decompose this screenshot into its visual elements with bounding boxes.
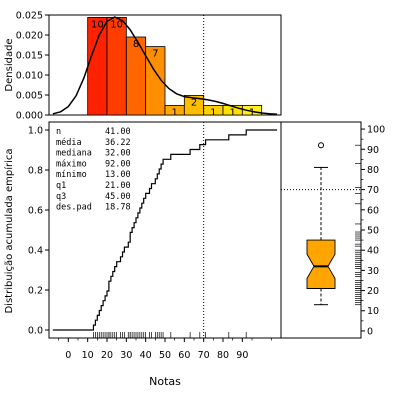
boxplot-y-tick-label: 50: [367, 226, 379, 237]
summary-value: 13.00: [105, 170, 131, 180]
boxplot-box: [306, 239, 336, 289]
histogram-bars: [87, 16, 263, 116]
summary-label: mínimo: [56, 170, 87, 180]
ecdf-x-tick-label: 20: [101, 350, 113, 361]
summary-label: q3: [56, 192, 66, 202]
histogram-count-label: 10: [91, 19, 104, 30]
histogram-y-tick-label: 0.025: [16, 11, 43, 22]
ecdf-x-tick-label: 70: [198, 350, 210, 361]
boxplot-y-tick-label: 20: [367, 286, 379, 297]
summary-label: q1: [56, 181, 66, 191]
histogram-y-tick-label: 0.005: [16, 91, 43, 102]
histogram-bar: [241, 105, 263, 116]
histogram-count-label: 10: [110, 19, 123, 30]
boxplot-y-tick-label: 40: [367, 246, 379, 257]
ecdf-y-tick-label: 0.4: [28, 246, 43, 257]
summary-value: 32.00: [105, 149, 131, 159]
boxplot-y-tick-label: 10: [367, 306, 379, 317]
ecdf-y-tick-label: 0.2: [28, 286, 43, 297]
ecdf-y-tick-label: 1.0: [28, 126, 43, 137]
ecdf-x-tick-label: 30: [120, 350, 132, 361]
ecdf-x-tick-label: 0: [65, 350, 71, 361]
ecdf-rug: [93, 332, 247, 338]
histogram-count-label: 1: [210, 107, 216, 118]
histogram-y-tick-label: 0.020: [16, 31, 43, 42]
density-curve: [52, 16, 278, 115]
boxplot-y-tick-label: 30: [367, 266, 379, 277]
boxplot-y-axis: 0 10 20 30 40 50 60 70 80 90 100: [361, 125, 385, 337]
boxplot-y-tick-label: 90: [367, 145, 379, 156]
summary-table: n 41.00 média 36.22 mediana 32.00 máximo 92.00 m…: [56, 127, 131, 213]
boxplot-outlier: [318, 142, 324, 149]
histogram-bar: [87, 16, 108, 116]
ecdf-step-line: [52, 129, 278, 331]
summary-label: n: [56, 127, 61, 137]
ecdf-y-tick-label: 0.6: [28, 206, 43, 217]
ecdf-x-tick-label: 10: [82, 350, 94, 361]
histogram-y-tick-label: 0.015: [16, 51, 43, 62]
ecdf-y-axis: 0.0 0.2 0.4 0.6 0.8 1.0: [28, 126, 49, 337]
histogram-y-tick-label: 0.000: [16, 111, 43, 122]
boxplot-y-tick-label: 70: [367, 185, 379, 196]
ecdf-x-tick-label: 90: [236, 350, 248, 361]
histogram-y-label: Densidade: [4, 38, 15, 91]
histogram-bar: [106, 16, 127, 116]
ecdf-y-label: Distribuição acumulada empírica: [3, 148, 15, 313]
ecdf-x-axis: 0 10 20 30 40 50 60 70 80 90: [58, 338, 272, 361]
summary-value: 45.00: [105, 192, 131, 202]
boxplot-shape: [306, 142, 336, 306]
ecdf-y-tick-label: 0.8: [28, 166, 43, 177]
ecdf-x-tick-label: 60: [178, 350, 190, 361]
ecdf-panel: 0.0 0.2 0.4 0.6 0.8 1.0 0 10 20 30 40 50 60 70 80 90 n…: [3, 121, 282, 388]
boxplot-panel: 0 10 20 30 40 50 60 70 80 90 100: [280, 121, 385, 339]
summary-value: 21.00: [105, 181, 131, 191]
boxplot-rug: [355, 144, 361, 306]
ecdf-x-tick-label: 80: [217, 350, 229, 361]
boxplot-y-tick-label: 80: [367, 165, 379, 176]
summary-value: 92.00: [105, 159, 131, 169]
ecdf-x-tick-label: 50: [159, 350, 171, 361]
summary-label: mediana: [56, 149, 92, 159]
histogram-count-label: 8: [133, 39, 139, 50]
ecdf-x-tick-label: 40: [140, 350, 152, 361]
ecdf-y-tick-label: 0.0: [28, 326, 43, 337]
histogram-y-tick-label: 0.010: [16, 71, 43, 82]
histogram-count-label: 1: [229, 107, 235, 118]
summary-value: 36.22: [105, 138, 131, 148]
histogram-y-axis: 0.000 0.005 0.010 0.015 0.020 0.025: [16, 11, 49, 122]
ecdf-x-label: Notas: [149, 375, 181, 388]
histogram-count-label: 7: [152, 49, 158, 60]
histogram-count-labels: 10 10 8 7 1 2 1 1 1: [91, 19, 255, 118]
histogram-count-label: 1: [249, 107, 255, 118]
summary-label: máximo: [56, 159, 87, 169]
summary-label: média: [56, 137, 82, 148]
summary-label: des.pad: [56, 203, 92, 213]
boxplot-y-tick-label: 60: [367, 205, 379, 216]
summary-value: 18.78: [105, 203, 131, 213]
histogram-count-label: 1: [171, 107, 177, 118]
histogram-count-label: 2: [191, 97, 197, 108]
boxplot-y-tick-label: 100: [367, 125, 385, 136]
summary-value: 41.00: [105, 127, 131, 137]
boxplot-y-tick-label: 0: [367, 326, 373, 337]
